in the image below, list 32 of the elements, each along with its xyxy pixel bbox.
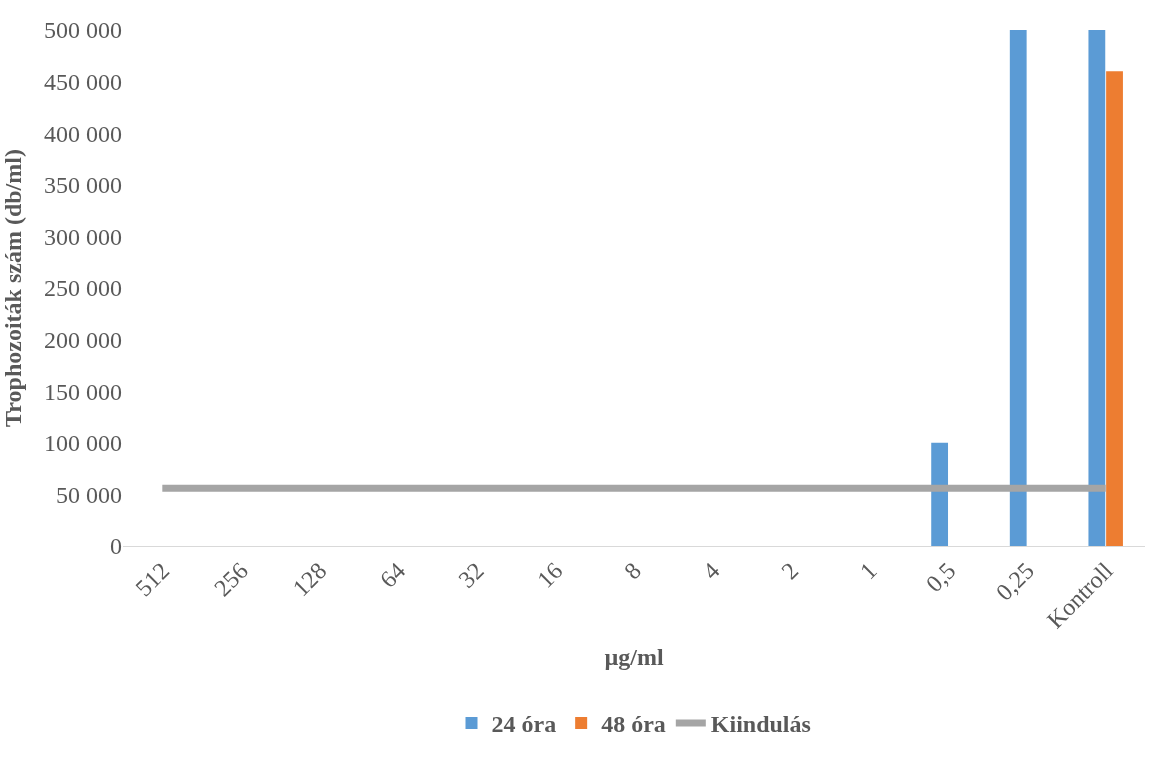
legend-label: 24 óra: [491, 711, 557, 738]
x-tick-label: 4: [697, 557, 725, 585]
legend-label: 48 óra: [601, 711, 666, 738]
x-tick-label: 64: [374, 557, 411, 593]
x-tick-label: 512: [130, 557, 175, 602]
y-tick-label: 450 000: [44, 69, 122, 95]
bar: [1106, 71, 1123, 546]
y-tick-label: 400 000: [44, 120, 122, 147]
y-tick-label: 500 000: [44, 17, 122, 44]
y-tick-label: 300 000: [44, 223, 122, 250]
x-tick-label: 8: [619, 557, 647, 585]
x-tick-label: 128: [287, 557, 332, 602]
y-tick-label: 50 000: [56, 481, 122, 508]
x-tick-label: 0,5: [920, 557, 961, 598]
x-tick-label: 16: [532, 557, 568, 593]
x-tick-label: 32: [453, 557, 489, 593]
x-tick-label: 1: [855, 557, 882, 585]
x-tick-label: 256: [209, 557, 253, 602]
y-tick-label: 250 000: [44, 275, 122, 302]
y-tick-label: 200 000: [44, 327, 122, 353]
bar: [1009, 30, 1027, 546]
y-tick-label: 0: [110, 533, 122, 560]
y-tick-label: 350 000: [44, 172, 122, 199]
y-axis-title: Trophozoiták szám (db/ml): [0, 149, 27, 427]
bar: [931, 442, 949, 546]
y-tick-label: 100 000: [44, 430, 122, 457]
x-tick-label: 2: [776, 557, 804, 585]
x-tick-label: 0,25: [991, 557, 1040, 606]
y-tick-label: 150 000: [44, 378, 122, 405]
bar: [1088, 30, 1106, 546]
x-axis-title: µg/ml: [604, 643, 664, 670]
legend-label: Kiindulás: [710, 711, 811, 738]
